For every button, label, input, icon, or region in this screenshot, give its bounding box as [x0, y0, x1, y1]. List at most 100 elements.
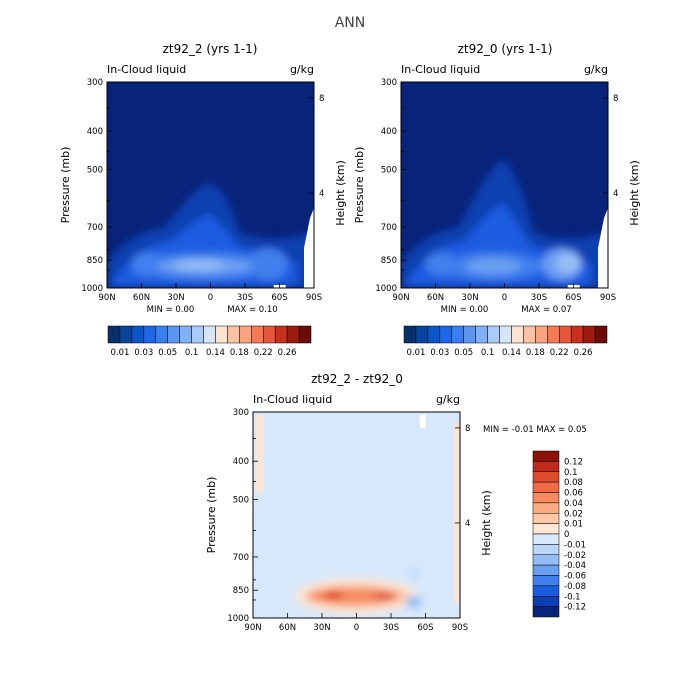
colorbar-swatch: [523, 325, 536, 344]
colorbar-swatch: [191, 325, 204, 344]
y-tick-label: 300: [87, 78, 103, 88]
y-right-axis-label: Height (km): [480, 490, 493, 556]
colorbar-swatch: [427, 325, 441, 344]
colorbar-swatch: [475, 325, 488, 344]
colorbar-label: 0.14: [206, 348, 225, 358]
field-blob: [410, 567, 418, 580]
colorbar-swatch: [107, 325, 121, 344]
y-tick-label: 700: [87, 223, 103, 233]
colorbar-swatch: [403, 325, 417, 344]
x-tick-label: 60S: [417, 623, 433, 633]
colorbar-swatch: [532, 471, 560, 483]
field-level: [465, 258, 521, 275]
colorbar-label: -0.1: [564, 592, 581, 602]
x-tick-label: 0: [502, 293, 507, 303]
colorbar-swatch: [203, 325, 216, 344]
y-right-axis-label: Height (km): [334, 160, 347, 226]
missing-data: [598, 208, 608, 288]
x-tick-label: 90S: [306, 293, 322, 303]
colorbar-label: 0.1: [185, 348, 199, 358]
x-tick-label: 60S: [271, 293, 287, 303]
colorbar-swatch: [532, 585, 560, 597]
y-right-tick-label: 8: [319, 94, 324, 104]
colorbar-swatch: [286, 325, 300, 344]
colorbar-swatch: [262, 325, 276, 344]
colorbar-swatch: [532, 575, 560, 587]
max-label: MAX = 0.07: [521, 305, 571, 315]
colorbar-swatch: [532, 513, 560, 524]
colorbar-swatch: [251, 325, 264, 344]
colorbar-swatch: [439, 325, 453, 344]
colorbar-swatch: [532, 596, 560, 607]
y-axis-label: Pressure (mb): [205, 477, 218, 554]
colorbar-swatch: [227, 325, 240, 344]
colorbar-swatch: [532, 554, 560, 566]
y-tick-label: 1000: [81, 284, 103, 294]
y-tick-label: 850: [233, 586, 249, 596]
colorbar: 0.01 0.03 0.05 0.1 0.14 0.18 0.22 0.26: [107, 325, 312, 358]
colorbar-swatch: [532, 606, 560, 618]
colorbar-label: 0.1: [481, 348, 495, 358]
panel-title: zt92_2 (yrs 1-1): [163, 42, 258, 56]
colorbar-label: -0.08: [564, 582, 586, 592]
y-tick-label: 700: [381, 223, 397, 233]
colorbar-swatch: [298, 325, 312, 344]
y-right-axis-label: Height (km): [628, 160, 641, 226]
y-tick-label: 700: [233, 553, 249, 563]
y-right-tick-label: 8: [465, 424, 470, 434]
colorbar-swatch: [131, 325, 145, 344]
field-blob: [373, 592, 398, 601]
colorbar-swatch: [532, 492, 560, 504]
x-tick-label: 30N: [167, 293, 184, 303]
field-level: [425, 252, 458, 277]
colorbar-label: 0.26: [574, 348, 593, 358]
field-sliver: [255, 414, 264, 493]
colorbar-swatch: [532, 523, 560, 535]
colorbar-label: 0.1: [564, 468, 578, 478]
x-tick-label: 30S: [531, 293, 547, 303]
colorbar-swatch: [535, 325, 548, 344]
colorbar: 0.120.10.080.060.040.020.010-0.01-0.02-0…: [532, 450, 586, 618]
x-tick-label: 0: [208, 293, 213, 303]
colorbar-swatch: [119, 325, 133, 344]
panel-title: zt92_0 (yrs 1-1): [458, 42, 553, 56]
x-tick-label: 90N: [392, 293, 409, 303]
colorbar-swatch: [532, 461, 560, 472]
max-label: MAX = 0.10: [227, 305, 277, 315]
colorbar-swatch: [415, 325, 429, 344]
x-tick-label: 0: [354, 623, 359, 633]
panel-title: zt92_2 - zt92_0: [311, 372, 403, 386]
colorbar-label: 0.18: [230, 348, 249, 358]
colorbar-swatch: [532, 544, 560, 555]
colorbar-swatch: [155, 325, 168, 344]
units-label: g/kg: [436, 393, 460, 406]
field-blob: [406, 595, 422, 608]
colorbar-swatch: [487, 325, 500, 344]
y-tick-label: 400: [233, 457, 249, 467]
colorbar-swatch: [511, 325, 524, 344]
chart-panel-top-left: 300 400 500 700 850 1000 8 4 90N 60N 30N 0 30S 60S 90S…: [59, 42, 347, 358]
chart-panel-bottom: 300 400 500 700 850 1000 8 4 90N 60N 30N 0 30S 60S 90S…: [205, 372, 587, 633]
y-tick-label: 400: [381, 127, 397, 137]
colorbar-label: 0: [564, 530, 569, 540]
colorbar-swatch: [532, 564, 560, 576]
colorbar-swatch: [274, 325, 288, 344]
colorbar-swatch: [167, 325, 180, 344]
contour-field: [107, 82, 314, 288]
colorbar-swatch: [532, 502, 560, 514]
field-blob: [323, 591, 344, 600]
units-label: g/kg: [290, 63, 314, 76]
y-tick-label: 500: [233, 495, 249, 505]
field-level: [248, 248, 288, 281]
colorbar-label: 0.06: [564, 489, 583, 499]
colorbar-label: -0.01: [564, 540, 586, 550]
colorbar-label: 0.14: [502, 348, 521, 358]
colorbar-label: -0.02: [564, 551, 586, 561]
y-axis-label: Pressure (mb): [353, 147, 366, 224]
y-tick-label: 1000: [375, 284, 397, 294]
x-tick-label: 60N: [427, 293, 444, 303]
y-tick-label: 850: [381, 256, 397, 266]
colorbar-swatch: [451, 325, 464, 344]
colorbar-label: -0.04: [564, 561, 586, 571]
